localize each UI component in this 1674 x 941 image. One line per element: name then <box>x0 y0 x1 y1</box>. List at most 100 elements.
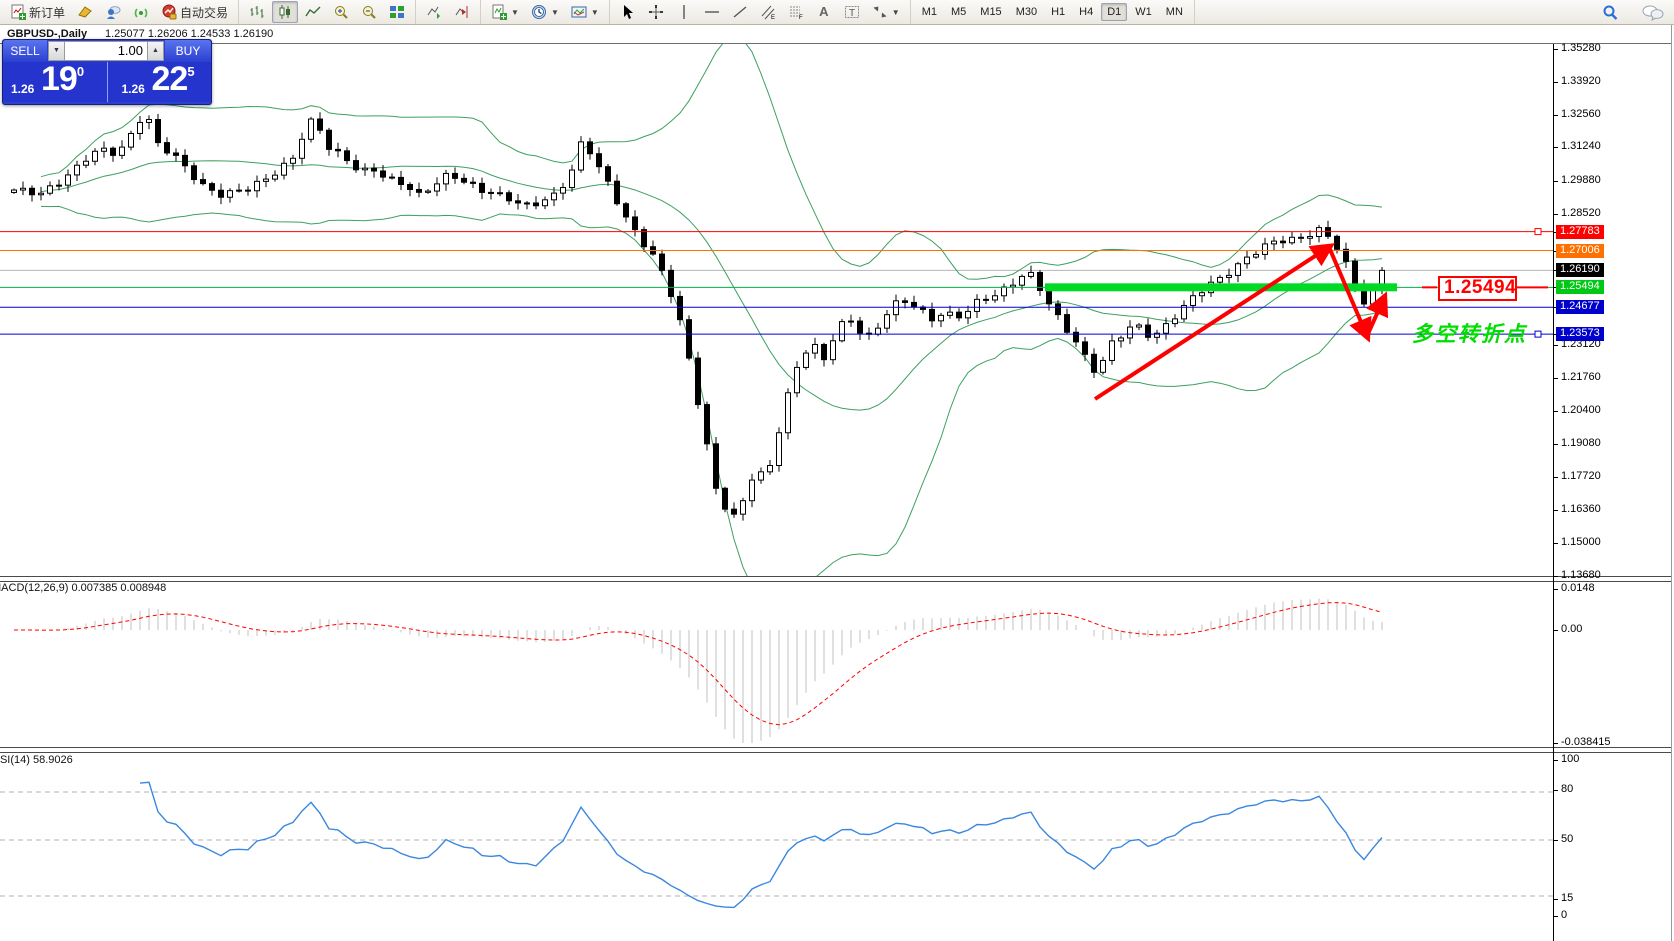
rsi-tick-100: 100 <box>1561 753 1580 765</box>
zoom-out-button[interactable] <box>356 1 382 23</box>
timeframe-button-mn[interactable]: MN <box>1165 6 1183 18</box>
chevron-down-icon: ▼ <box>550 7 559 17</box>
green-support-bar[interactable] <box>1045 283 1397 292</box>
community-button[interactable] <box>100 1 126 23</box>
text-icon: A <box>819 4 829 19</box>
zoom-out-icon <box>361 4 377 20</box>
trendline-button[interactable] <box>727 1 753 23</box>
channel-button[interactable]: E <box>755 1 781 23</box>
toolbar-group-trade: 新订单 自动交易 <box>0 0 240 24</box>
macd-pane[interactable] <box>0 580 1553 747</box>
text-label-button[interactable]: T <box>839 1 865 23</box>
chevron-down-icon: ▼ <box>891 7 900 17</box>
cursor-button[interactable] <box>615 1 641 23</box>
horizontal-line-button[interactable] <box>699 1 725 23</box>
volume-input[interactable]: 1.00 <box>65 41 147 61</box>
autotrade-icon <box>161 4 177 20</box>
rsi-tick-15: 15 <box>1561 892 1574 904</box>
timeframe-button-m15[interactable]: M15 <box>980 6 1002 18</box>
arrows-button[interactable]: ▼ <box>867 1 905 23</box>
bollinger-lower <box>40 205 1383 576</box>
sell-price-display[interactable]: 1.26 19 0 <box>3 60 108 102</box>
volume-decrease-button[interactable]: ▼ <box>48 41 65 61</box>
price-tick-1.21760: 1.21760 <box>1561 371 1601 383</box>
buy-price-sup: 5 <box>187 64 194 79</box>
main-chart-pane[interactable] <box>0 44 1553 576</box>
autotrade-button[interactable]: 自动交易 <box>156 1 233 24</box>
timeframe-button-h1[interactable]: H1 <box>1051 6 1066 18</box>
rsi-pane[interactable] <box>0 751 1553 922</box>
splitter-macd[interactable] <box>0 576 1671 582</box>
timeframe-button-d1[interactable]: D1 <box>1101 3 1128 21</box>
red-trend-arrow-3[interactable] <box>1365 291 1389 337</box>
macd-tick-0.00: 0.00 <box>1561 623 1583 635</box>
svg-text:T: T <box>849 8 855 19</box>
volume-stepper: ▼ 1.00 ▲ <box>47 40 165 62</box>
fibonacci-button[interactable]: F <box>783 1 809 23</box>
text-label-icon: T <box>844 4 860 20</box>
chat-icon <box>1642 4 1664 21</box>
price-label-1.26190: 1.26190 <box>1556 263 1604 278</box>
rsi-tick-0: 0 <box>1561 909 1568 921</box>
macd-signal-line <box>14 602 1383 726</box>
chat-button[interactable] <box>1637 1 1664 23</box>
auto-scroll-button[interactable] <box>421 1 447 23</box>
buy-price-display[interactable]: 1.26 22 5 <box>107 60 211 102</box>
new-order-label: 新订单 <box>29 5 66 20</box>
svg-text:F: F <box>799 15 803 20</box>
search-icon <box>1601 4 1618 20</box>
price-label-1.25494: 1.25494 <box>1556 280 1604 295</box>
price-axis[interactable]: 1.35280 1.33920 1.32560 1.31240 1.29880 1.285… <box>1553 42 1672 941</box>
chart-shift-button[interactable] <box>449 1 475 23</box>
text-button[interactable]: A <box>811 1 837 23</box>
timeframe-button-m30[interactable]: M30 <box>1015 6 1038 18</box>
chart-title-bar: GBPUSD-,Daily 1.25077 1.26206 1.24533 1.… <box>0 25 1671 44</box>
rsi-label: RSI(14) 58.9026 <box>0 754 73 766</box>
tile-windows-button[interactable] <box>384 1 410 23</box>
toolbar-group-objects: E F A T ▼ <box>610 0 911 24</box>
bollinger-upper <box>40 44 1383 280</box>
cn-annotation-text[interactable]: 多空转折点 <box>1412 323 1527 346</box>
candles-chart-button[interactable] <box>272 1 299 23</box>
new-order-button[interactable]: 新订单 <box>5 1 70 24</box>
timeframe-button-w1[interactable]: W1 <box>1135 6 1152 18</box>
red-trend-arrow-2[interactable] <box>1327 246 1372 343</box>
crosshair-button[interactable] <box>643 1 669 23</box>
line-chart-button[interactable] <box>300 1 326 23</box>
price-label-1.27783: 1.27783 <box>1556 224 1604 239</box>
search-button[interactable] <box>1596 1 1622 23</box>
bollinger-middle <box>40 160 1383 411</box>
trendline-icon <box>732 4 748 20</box>
timeframe-button-m1[interactable]: M1 <box>921 6 937 18</box>
indicators-icon <box>491 4 508 20</box>
price-tick-1.20400: 1.20400 <box>1561 404 1601 416</box>
volume-increase-button[interactable]: ▲ <box>147 41 164 61</box>
profiles-button[interactable] <box>72 1 98 23</box>
toolbar-group-chart-type <box>239 0 417 24</box>
horizontal-line-icon <box>704 4 720 20</box>
cursor-icon <box>620 4 636 20</box>
tile-windows-icon <box>389 4 405 20</box>
candles-chart-icon <box>277 4 293 20</box>
periods-button[interactable]: ▼ <box>526 1 564 23</box>
buy-button[interactable]: BUY <box>165 40 211 62</box>
timeframe-button-m5[interactable]: M5 <box>951 6 967 18</box>
splitter-rsi[interactable] <box>0 747 1671 753</box>
channel-icon: E <box>760 4 776 20</box>
macd-label: MACD(12,26,9) 0.007385 0.008948 <box>0 582 167 594</box>
timeframe-button-h4[interactable]: H4 <box>1079 6 1094 18</box>
templates-button[interactable]: ▼ <box>566 1 604 23</box>
main-toolbar: 新订单 自动交易 <box>0 0 1674 25</box>
red-trend-arrow-1[interactable] <box>1093 243 1336 401</box>
sell-price-big: 19 0 <box>41 60 84 98</box>
sell-button[interactable]: SELL <box>3 40 47 62</box>
vertical-line-button[interactable] <box>671 1 697 23</box>
community-icon <box>105 4 121 20</box>
chart-ohlc-values: 1.25077 1.26206 1.24533 1.26190 <box>105 28 274 40</box>
price-callout-box[interactable]: 1.25494 <box>1438 276 1517 301</box>
bars-chart-button[interactable] <box>244 1 270 23</box>
signals-button[interactable] <box>128 1 154 23</box>
indicators-button[interactable]: ▼ <box>486 1 524 23</box>
zoom-in-button[interactable] <box>328 1 354 23</box>
